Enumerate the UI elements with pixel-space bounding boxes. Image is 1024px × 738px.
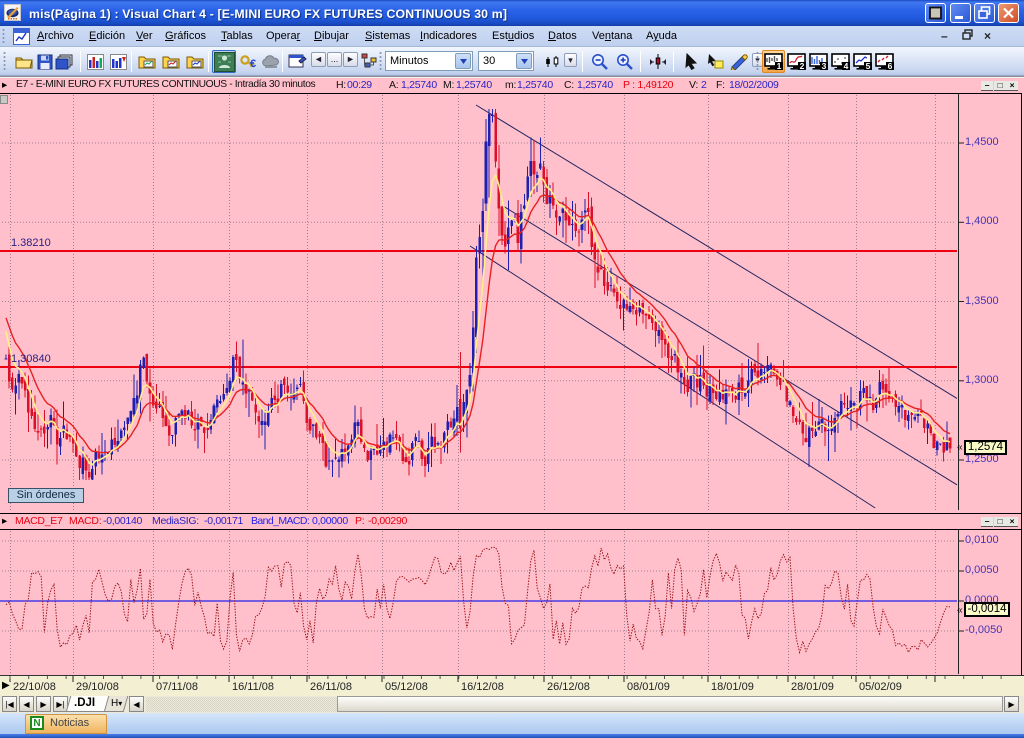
svg-text:2: 2 <box>799 61 804 71</box>
svg-text:4: 4 <box>843 61 848 71</box>
svg-text:1: 1 <box>776 61 781 71</box>
svg-text:5: 5 <box>865 61 870 71</box>
svg-text:3: 3 <box>821 61 826 71</box>
svg-text:€: € <box>250 58 256 70</box>
svg-text:6: 6 <box>887 61 892 71</box>
